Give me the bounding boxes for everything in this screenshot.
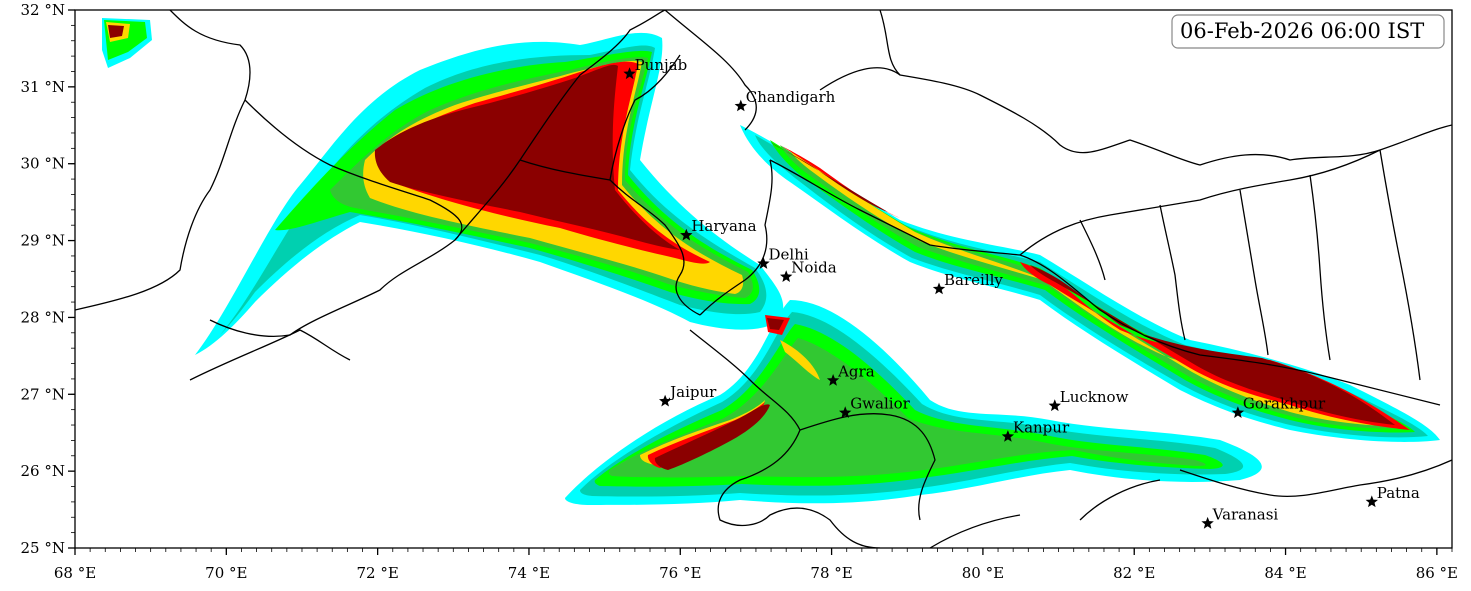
city-marker-patna-icon (1365, 495, 1378, 508)
lat-tick-label: 30 °N (21, 155, 65, 173)
city-marker-bareilly-icon (932, 282, 946, 295)
lon-tick-label: 86 °E (1416, 564, 1458, 582)
lon-tick-label: 68 °E (54, 564, 96, 582)
longitude-labels: 68 °E 70 °E 72 °E 74 °E 76 °E 78 °E 80 °E 82 °E… (54, 564, 1458, 582)
lon-tick-label: 76 °E (659, 564, 701, 582)
city-marker-punjab-icon (623, 67, 636, 80)
lat-tick-label: 28 °N (21, 308, 65, 326)
city-label-punjab: Punjab (635, 56, 688, 74)
city-marker-agra-icon (826, 374, 840, 386)
lon-tick-label: 74 °E (508, 564, 550, 582)
city-marker-gorakhpur-icon (1231, 406, 1245, 418)
plume-northwest (102, 18, 784, 356)
city-marker-gwalior-icon (839, 406, 852, 418)
city-label-lucknow: Lucknow (1060, 388, 1129, 406)
axis-ticks (68, 9, 1453, 555)
city-label-jaipur: Jaipur (668, 383, 717, 401)
lon-tick-label: 78 °E (810, 564, 852, 582)
city-marker-haryana-icon (680, 228, 693, 241)
latitude-labels: 25 °N 26 °N 27 °N 28 °N 29 °N 30 °N 31 °N 32 °N (21, 1, 65, 557)
city-marker-kanpur-icon (1001, 430, 1015, 442)
city-label-gwalior: Gwalior (850, 395, 910, 413)
city-label-patna: Patna (1377, 484, 1420, 502)
boundaries (75, 10, 1452, 548)
lon-tick-label: 82 °E (1113, 564, 1155, 582)
city-marker-delhi-icon (757, 257, 770, 269)
lat-tick-label: 26 °N (21, 462, 65, 480)
city-label-agra: Agra (837, 362, 875, 380)
city-label-delhi: Delhi (769, 246, 809, 264)
band-central (565, 300, 1262, 505)
city-marker-varanasi-icon (1201, 516, 1214, 529)
lat-tick-label: 32 °N (21, 1, 65, 19)
timestamp-box: 06-Feb-2026 06:00 IST (1171, 14, 1445, 49)
city-marker-chandigarh-icon (734, 99, 747, 112)
lat-tick-label: 25 °N (21, 539, 65, 557)
band-east (740, 125, 1440, 442)
plot-frame (74, 9, 1453, 549)
lon-tick-label: 72 °E (356, 564, 398, 582)
city-label-haryana: Haryana (691, 217, 756, 235)
city-label-gorakhpur: Gorakhpur (1243, 395, 1326, 413)
city-marker-lucknow-icon (1048, 399, 1061, 412)
lat-tick-label: 27 °N (21, 385, 65, 403)
lon-tick-label: 80 °E (962, 564, 1004, 582)
lat-tick-label: 29 °N (21, 232, 65, 250)
lon-tick-label: 70 °E (205, 564, 247, 582)
city-marker-jaipur-icon (659, 394, 672, 407)
precipitation-shading (102, 18, 1440, 505)
lon-tick-label: 84 °E (1264, 564, 1306, 582)
lat-tick-label: 31 °N (21, 78, 65, 96)
timestamp-label: 06-Feb-2026 06:00 IST (1180, 19, 1424, 43)
city-marker-noida-icon (780, 270, 793, 282)
city-label-bareilly: Bareilly (944, 271, 1003, 289)
city-label-noida: Noida (791, 259, 837, 277)
city-label-chandigarh: Chandigarh (746, 88, 836, 106)
city-label-kanpur: Kanpur (1013, 419, 1070, 437)
city-label-varanasi: Varanasi (1212, 505, 1279, 523)
